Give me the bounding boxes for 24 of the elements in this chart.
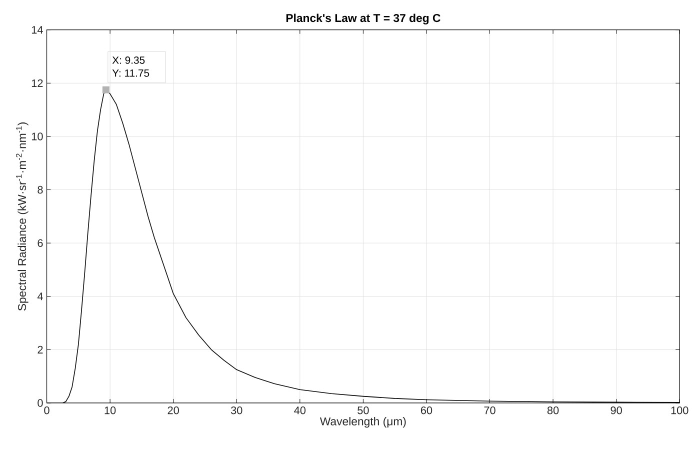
- x-tick-label: 90: [610, 406, 622, 414]
- x-tick-label: 40: [294, 406, 306, 414]
- x-tick-label: 70: [484, 406, 496, 414]
- annotation: Y: 11.75: [112, 70, 150, 77]
- y-tick-label: 0: [38, 399, 43, 407]
- chart-title: Planck's Law at T = 37 deg C: [286, 14, 440, 24]
- x-tick-label: 30: [230, 406, 242, 414]
- x-tick-label: 20: [168, 406, 179, 414]
- annotation: X: 9.35: [112, 56, 145, 64]
- x-tick-label: 50: [358, 406, 369, 414]
- x-tick-label: 0: [44, 406, 50, 414]
- y-tick-label: 12: [32, 79, 43, 88]
- y-tick-label: 14: [32, 26, 43, 34]
- y-tick-label: 2: [38, 346, 43, 354]
- y-tick-label: 4: [37, 292, 43, 300]
- x-tick-label: 100: [671, 406, 688, 414]
- y-tick-label: 6: [38, 239, 43, 248]
- x-tick-label: 80: [547, 406, 559, 414]
- x-tick-label: 60: [420, 406, 432, 414]
- y-tick-label: 8: [38, 186, 43, 194]
- y-axis-title: Spectral Radiance (kW·sr$^{-1}$·m$^{-2}$·nm$^{-1}$): [16, 122, 28, 311]
- x-tick-label: 10: [104, 406, 116, 414]
- y-tick-label: 10: [32, 132, 43, 140]
- x-axis-title: Wavelength (μm): [320, 417, 406, 428]
